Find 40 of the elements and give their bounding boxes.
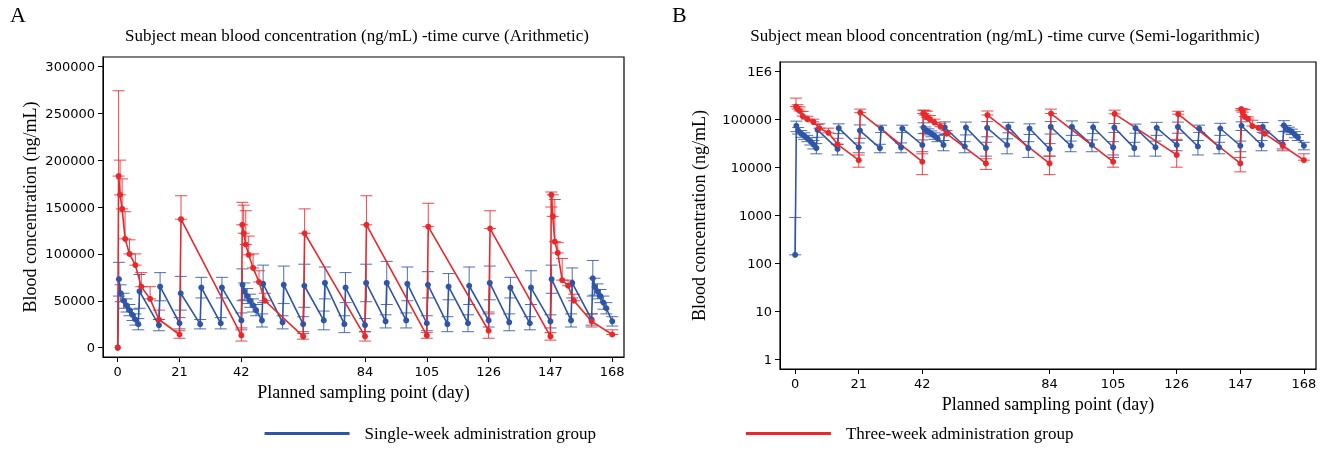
chart-title: Subject mean blood concentration (ng/mL) -time curve (Arithmetic) xyxy=(124,26,590,45)
y-tick-label: 100 xyxy=(747,255,772,271)
text: A xyxy=(10,1,26,27)
x-tick-label: 0 xyxy=(113,364,122,379)
x-tick-label: 84 xyxy=(356,364,374,379)
chart-title: Subject mean blood concentration (ng/mL) -time curve (Semi-logarithmic) xyxy=(750,26,1260,45)
y-tick-label: 1 xyxy=(763,351,772,367)
x-axis-title: Planned sampling point (day) xyxy=(257,381,470,403)
x-tick-label: 147 xyxy=(538,364,563,379)
y-tick-label: 1000 xyxy=(738,207,772,223)
legend-label: Three-week administration group xyxy=(845,424,1074,443)
y-tick-label: 100000 xyxy=(722,111,772,127)
y-tick-label: 100000 xyxy=(45,246,95,262)
x-tick-label: 84 xyxy=(1041,376,1058,391)
x-tick-label: 105 xyxy=(1100,376,1126,391)
x-tick-label: 42 xyxy=(233,364,250,379)
x-axis-title: Planned sampling point (day) xyxy=(941,393,1155,415)
y-tick-label: 200000 xyxy=(45,152,95,168)
x-tick-label: 105 xyxy=(414,364,440,379)
x-tick-label: 168 xyxy=(1291,376,1317,391)
x-tick-label: 168 xyxy=(599,364,625,379)
legend-label: Single-week administration group xyxy=(364,424,596,443)
y-tick-label: 10 xyxy=(755,303,772,319)
x-tick-label: 0 xyxy=(791,376,800,391)
x-tick-label: 42 xyxy=(914,376,931,391)
y-tick-label: 10000 xyxy=(730,159,772,175)
y-tick-label: 150000 xyxy=(45,199,95,215)
y-tick-label: 300000 xyxy=(45,58,95,74)
y-axis-title: Blood concentration (ng/mL) xyxy=(689,110,710,321)
x-tick-label: 126 xyxy=(476,364,502,379)
y-tick-label: 1E6 xyxy=(747,63,772,79)
y-axis-title: Blood concentration (ng/mL) xyxy=(20,101,41,313)
y-tick-label: 50000 xyxy=(53,293,95,309)
y-tick-label: 250000 xyxy=(45,105,95,121)
text: B xyxy=(672,1,687,27)
x-tick-label: 21 xyxy=(171,364,188,379)
y-tick-label: 0 xyxy=(86,340,95,356)
x-tick-label: 126 xyxy=(1164,376,1190,391)
x-tick-label: 147 xyxy=(1227,376,1253,391)
x-tick-label: 21 xyxy=(850,376,868,391)
